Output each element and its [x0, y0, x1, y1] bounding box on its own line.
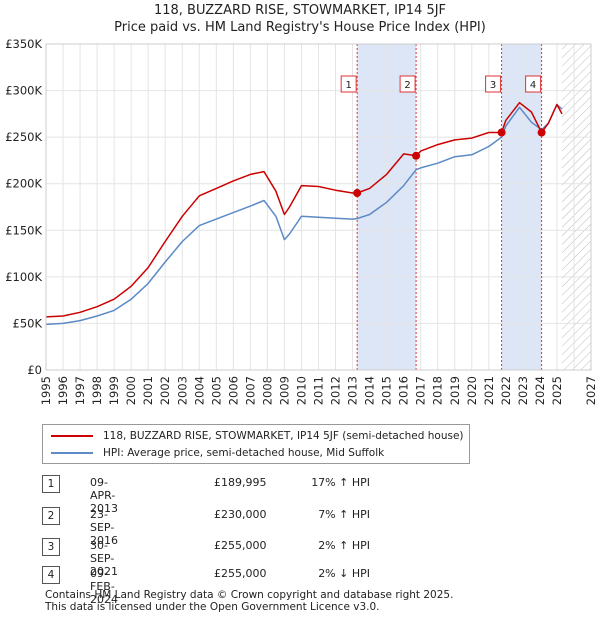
y-tick-label: £50K	[13, 316, 43, 330]
y-tick-label: £300K	[5, 84, 42, 98]
x-tick-label: 2005	[209, 376, 223, 405]
x-tick-label: 2014	[363, 376, 377, 405]
transaction-price: £255,000	[214, 539, 267, 552]
transaction-number: 4	[42, 566, 60, 584]
x-tick-label: 2012	[329, 376, 343, 405]
transaction-date: 09-FEB-2024	[90, 567, 118, 606]
x-tick-label: 2025	[550, 376, 564, 405]
x-tick-label: 2020	[465, 376, 479, 405]
x-tick-label: 2021	[482, 376, 496, 405]
x-tick-label: 2008	[260, 376, 274, 405]
transaction-date: 09-APR-2013	[90, 476, 118, 515]
sale-label-box	[485, 75, 502, 93]
x-tick-label: 2007	[243, 376, 257, 405]
x-tick-label: 1998	[90, 376, 104, 405]
x-tick-label: 1996	[56, 376, 70, 405]
x-tick-label: 2027	[584, 376, 598, 405]
sale-period-shade	[501, 44, 542, 370]
sale-label-number: 2	[404, 80, 410, 91]
sale-label-box	[525, 75, 542, 93]
x-tick-label: 2010	[294, 376, 308, 405]
x-tick-label: 2000	[124, 376, 138, 405]
x-tick-label: 2011	[312, 376, 326, 405]
forecast-hatch	[562, 44, 591, 370]
plot-frame	[45, 43, 592, 371]
legend-property-label: 118, BUZZARD RISE, STOWMARKET, IP14 5JF …	[103, 430, 464, 442]
legend-hpi-swatch	[51, 452, 93, 454]
x-tick-label: 2001	[141, 376, 155, 405]
sale-label-box	[399, 75, 416, 93]
transaction-number: 1	[42, 475, 60, 493]
sale-point	[412, 151, 421, 160]
x-tick-label: 1995	[39, 376, 53, 405]
sale-point	[497, 128, 506, 137]
x-tick-label: 2015	[380, 376, 394, 405]
x-tick-label: 2023	[516, 376, 530, 405]
y-tick-label: £150K	[5, 223, 42, 237]
x-tick-label: 2017	[414, 376, 428, 405]
x-tick-label: 2002	[158, 376, 172, 405]
sale-point	[537, 128, 546, 137]
transaction-number: 2	[42, 507, 60, 525]
x-tick-label: 2013	[346, 376, 360, 405]
legend-property-swatch	[51, 435, 93, 437]
transaction-hpi: 17% ↑ HPI	[311, 476, 370, 489]
sale-label-number: 4	[530, 80, 536, 91]
x-tick-label: 2009	[277, 376, 291, 405]
transaction-hpi: 2% ↓ HPI	[318, 567, 370, 580]
y-tick-label: £350K	[5, 37, 42, 51]
legend-property: 118, BUZZARD RISE, STOWMARKET, IP14 5JF …	[51, 428, 464, 444]
x-tick-label: 2022	[499, 376, 513, 405]
transaction-price: £230,000	[214, 508, 267, 521]
x-tick-label: 2018	[431, 376, 445, 405]
sale-label-number: 1	[345, 80, 351, 91]
legend: 118, BUZZARD RISE, STOWMARKET, IP14 5JF …	[42, 424, 470, 464]
transaction-date: 23-SEP-2016	[90, 508, 118, 547]
property-price-line	[45, 101, 563, 318]
sale-label-number: 3	[490, 80, 496, 91]
transaction-number: 3	[42, 538, 60, 556]
x-tick-label: 2004	[192, 376, 206, 405]
chart-title: 118, BUZZARD RISE, STOWMARKET, IP14 5JF	[153, 3, 447, 18]
x-tick-label: 1999	[107, 376, 121, 405]
transaction-hpi: 2% ↑ HPI	[318, 539, 370, 552]
transaction-price: £189,995	[214, 476, 267, 489]
sale-label-box	[340, 75, 357, 93]
chart-subtitle: Price paid vs. HM Land Registry's House …	[114, 20, 486, 35]
footer: Contains HM Land Registry data © Crown c…	[45, 589, 453, 613]
sale-point	[353, 189, 362, 198]
x-tick-label: 2016	[397, 376, 411, 405]
footer-licence: This data is licensed under the Open Gov…	[45, 601, 380, 613]
x-tick-label: 1997	[73, 376, 87, 405]
transaction-hpi: 7% ↑ HPI	[318, 508, 370, 521]
price-chart: 1 2 3 4 £0 £50K £100K £150K £200K £250K £300K £350…	[5, 37, 598, 405]
y-tick-label: £200K	[5, 177, 42, 191]
x-tick-label: 2019	[448, 376, 462, 405]
x-tick-label: 2006	[226, 376, 240, 405]
transaction-price: £255,000	[214, 567, 267, 580]
transaction-date: 30-SEP-2021	[90, 539, 118, 578]
y-tick-label: £0	[27, 363, 42, 377]
x-tick-label: 2024	[533, 376, 547, 405]
y-tick-label: £250K	[5, 130, 42, 144]
legend-hpi: HPI: Average price, semi-detached house,…	[51, 445, 384, 461]
legend-hpi-label: HPI: Average price, semi-detached house,…	[103, 447, 385, 459]
y-tick-label: £100K	[5, 270, 42, 284]
x-tick-label: 2003	[175, 376, 189, 405]
footer-copyright: Contains HM Land Registry data © Crown c…	[45, 589, 454, 601]
